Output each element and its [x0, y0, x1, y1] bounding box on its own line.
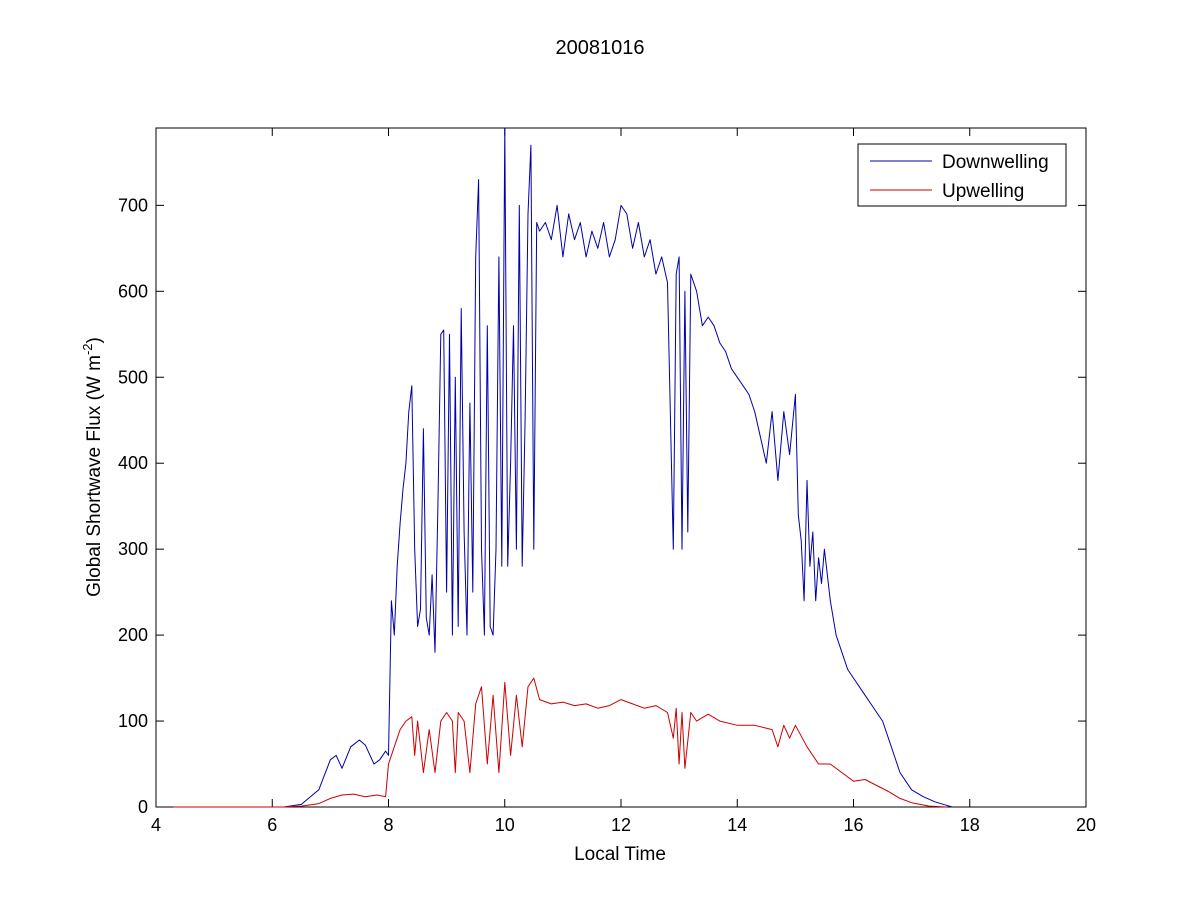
y-axis-title-main: Global Shortwave Flux (W m	[84, 355, 105, 597]
y-axis-title: Global Shortwave Flux (W m-2)	[80, 337, 105, 597]
x-axis: 4 6 8 10 12 14 16 18 20	[151, 128, 1096, 835]
x-tick-label: 20	[1076, 815, 1096, 835]
legend: Downwelling Upwelling	[857, 143, 1067, 207]
plot-area	[155, 127, 1087, 808]
y-axis-title-superscript: -2	[80, 343, 95, 355]
y-tick-label: 200	[118, 625, 148, 645]
legend-label: Downwelling	[942, 152, 1049, 173]
y-tick-label: 0	[138, 797, 148, 817]
y-axis: 0 100 200 300 400 500 600 700	[118, 195, 1086, 817]
x-tick-label: 8	[383, 815, 393, 835]
y-tick-label: 600	[118, 281, 148, 301]
y-tick-label: 400	[118, 453, 148, 473]
y-tick-label: 500	[118, 367, 148, 387]
x-tick-label: 16	[843, 815, 863, 835]
x-tick-label: 4	[151, 815, 161, 835]
x-tick-label: 6	[267, 815, 277, 835]
x-tick-label: 12	[611, 815, 631, 835]
y-tick-label: 700	[118, 195, 148, 215]
x-axis-title: Local Time	[574, 844, 666, 865]
series-line-downwelling	[173, 127, 953, 808]
chart-title: 20081016	[556, 37, 645, 59]
y-tick-label: 300	[118, 539, 148, 559]
y-tick-label: 100	[118, 711, 148, 731]
y-axis-title-suffix: )	[84, 337, 105, 343]
legend-box	[857, 143, 1067, 207]
x-tick-label: 14	[727, 815, 747, 835]
legend-label: Upwelling	[942, 181, 1024, 202]
series-layer	[173, 127, 953, 808]
series-line-upwelling	[173, 677, 947, 808]
x-tick-label: 10	[495, 815, 515, 835]
x-tick-label: 18	[960, 815, 980, 835]
